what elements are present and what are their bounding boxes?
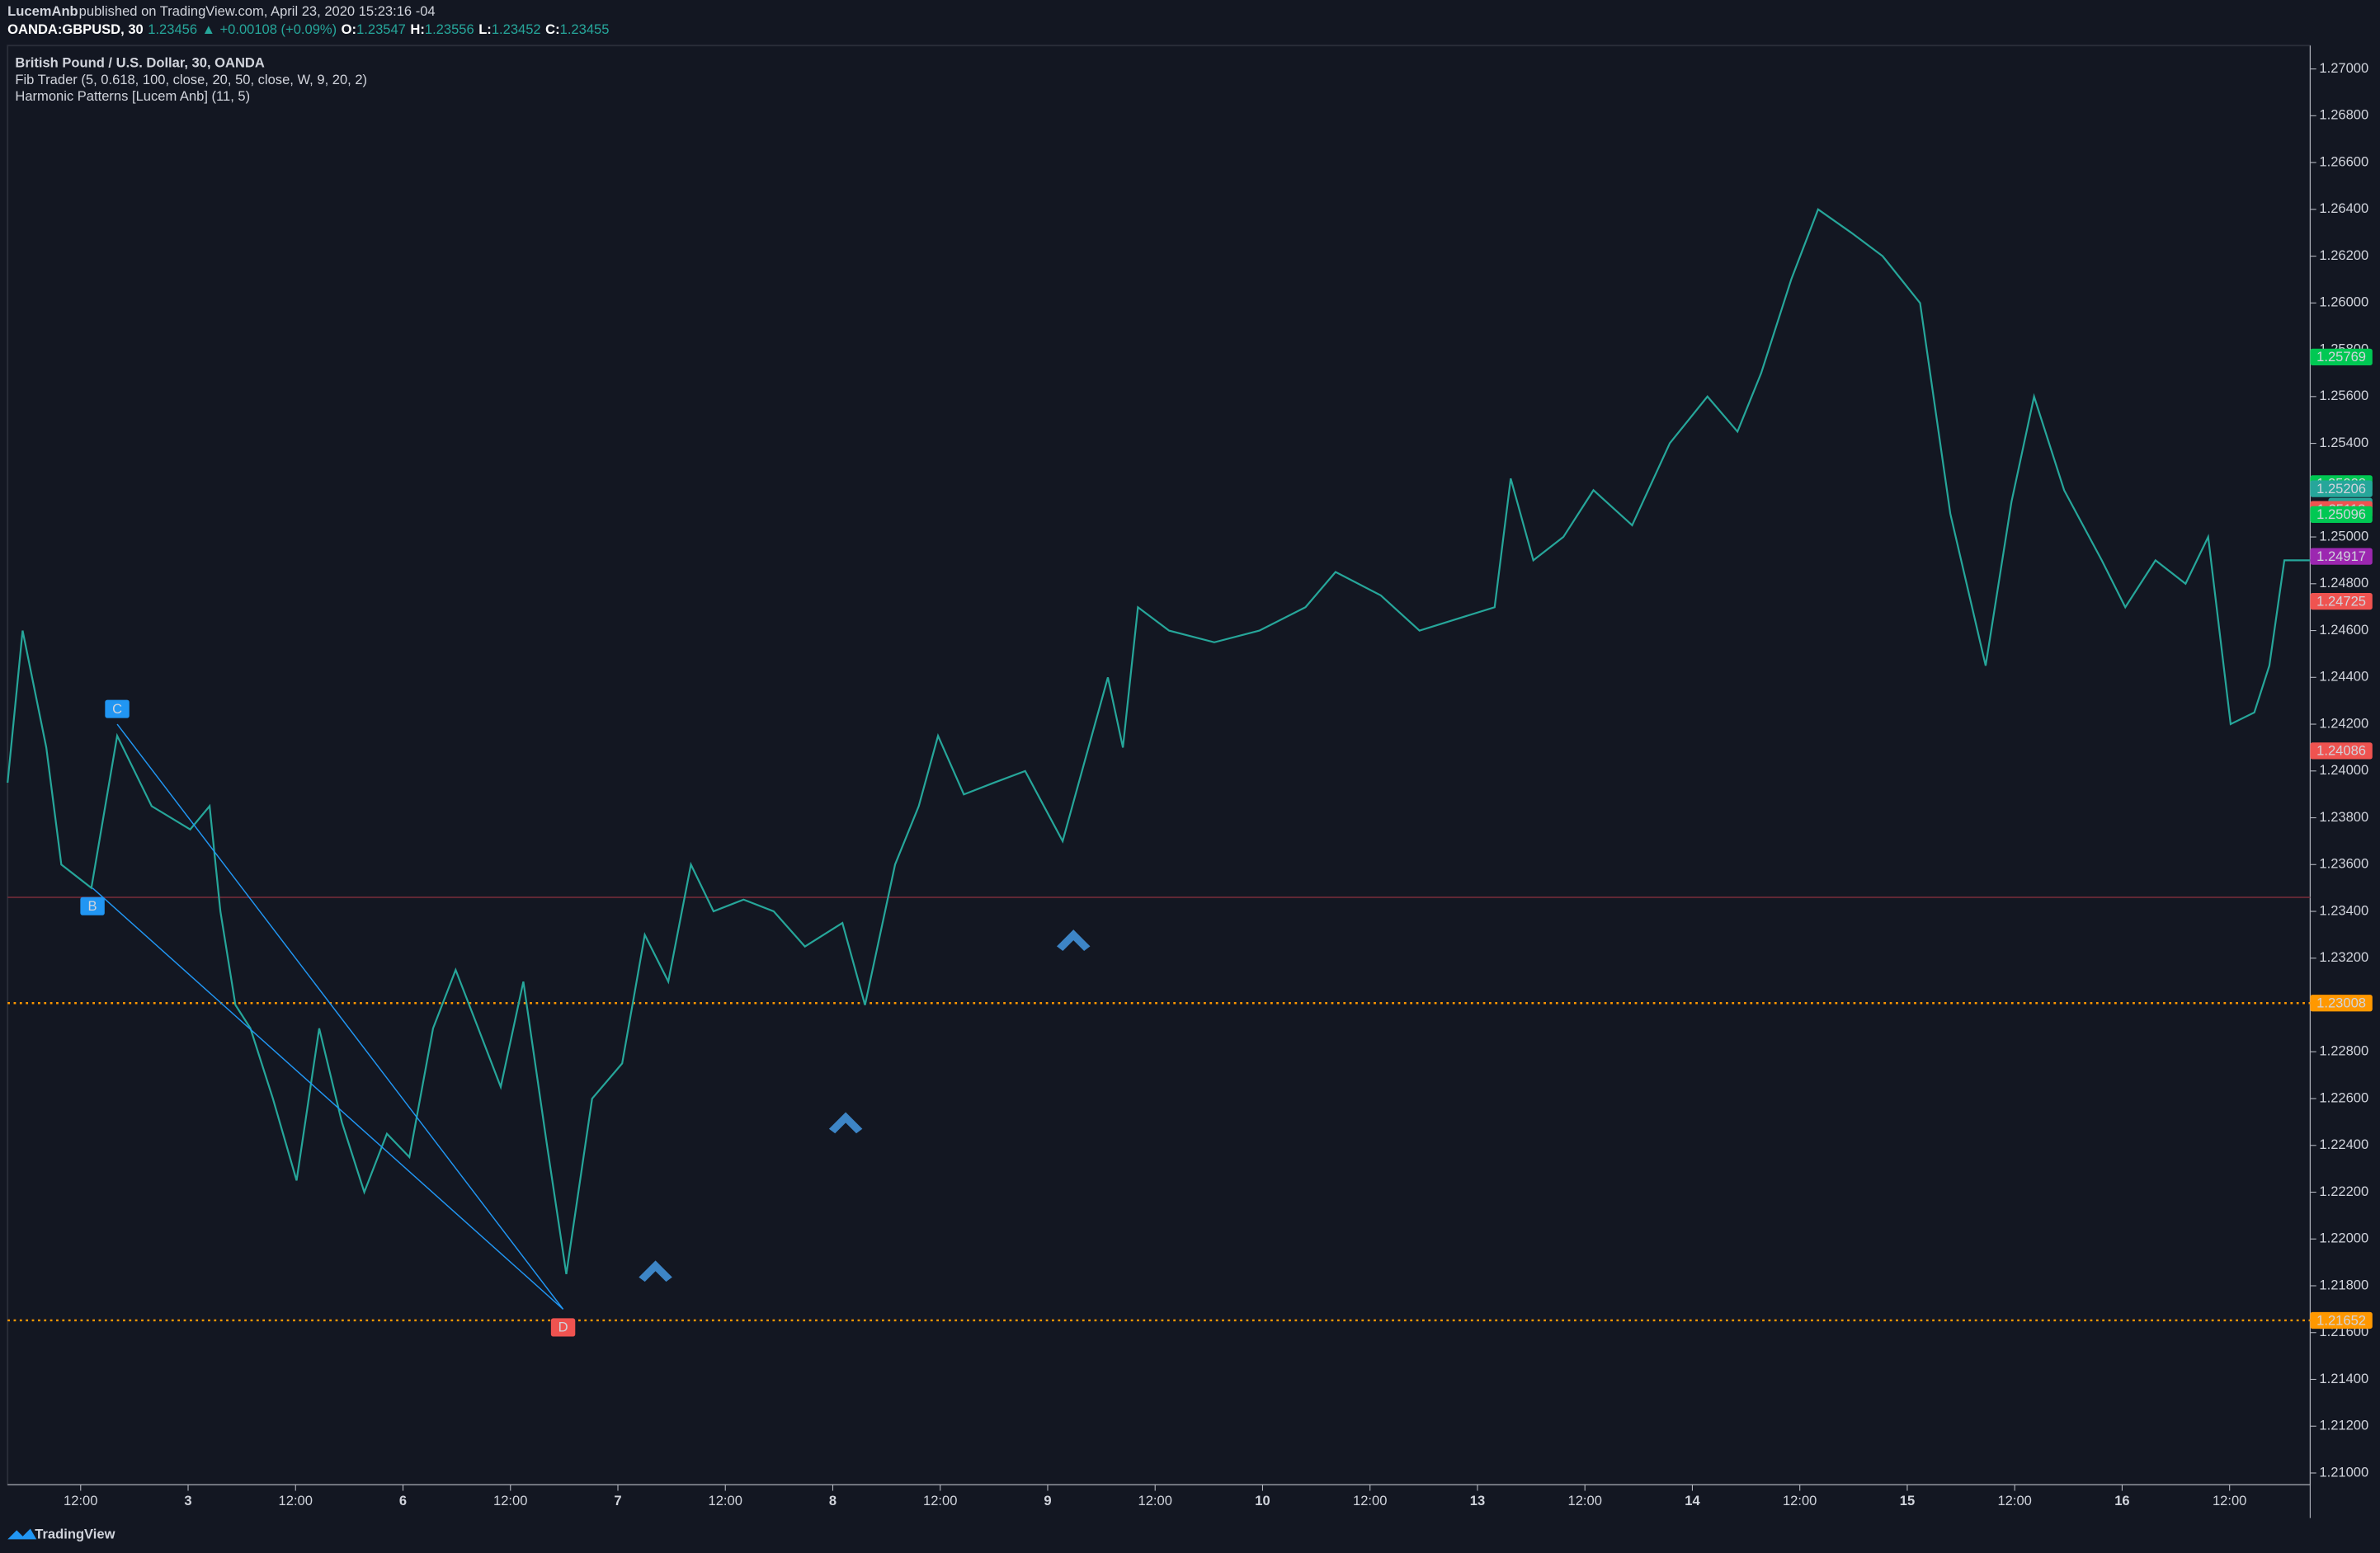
pattern-line xyxy=(116,723,564,1310)
chart-title: British Pound / U.S. Dollar, 30, OANDA xyxy=(15,55,264,71)
symbol-item: L: xyxy=(478,21,492,37)
price-label: 1.24917 xyxy=(2316,548,2366,564)
pattern-label: C xyxy=(112,701,122,717)
symbol-item: 1.23547 xyxy=(356,21,406,37)
symbol-item: ▲ xyxy=(202,21,215,37)
pattern-marker xyxy=(105,699,130,718)
x-tick-label: 13 xyxy=(1470,1493,1485,1508)
price-label-box xyxy=(2310,348,2373,365)
y-tick-label: 1.24400 xyxy=(2319,669,2368,685)
x-tick-label: 12:00 xyxy=(923,1493,957,1508)
y-tick-label: 1.26000 xyxy=(2319,294,2368,310)
symbol-item: O: xyxy=(342,21,356,37)
price-label-box xyxy=(2310,592,2373,610)
x-tick-label: 10 xyxy=(1255,1493,1270,1508)
x-tick-label: 12:00 xyxy=(1567,1493,1601,1508)
price-line xyxy=(7,208,2311,1275)
y-tick-label: 1.26800 xyxy=(2319,107,2368,123)
x-tick-label: 12:00 xyxy=(1138,1493,1172,1508)
x-tick-label: 12:00 xyxy=(1783,1493,1817,1508)
logo xyxy=(7,1528,37,1540)
x-tick-label: 12:00 xyxy=(279,1493,313,1508)
y-tick-label: 1.21800 xyxy=(2319,1277,2368,1292)
y-tick-label: 1.23600 xyxy=(2319,856,2368,872)
y-tick-label: 1.26400 xyxy=(2319,200,2368,216)
indicator: Fib Trader (5, 0.618, 100, close, 20, 50… xyxy=(15,72,367,87)
pattern-marker xyxy=(550,1318,576,1337)
price-label: 1.25096 xyxy=(2316,506,2366,522)
y-tick-label: 1.21400 xyxy=(2319,1371,2368,1386)
x-tick-label: 12:00 xyxy=(709,1493,742,1508)
y-tick-label: 1.21200 xyxy=(2319,1418,2368,1433)
signal-arrow xyxy=(639,1260,672,1282)
x-tick-label: 6 xyxy=(399,1493,407,1508)
y-tick-label: 1.23200 xyxy=(2319,949,2368,965)
price-label-box xyxy=(2310,995,2373,1012)
symbol-item: H: xyxy=(410,21,424,37)
y-tick-label: 1.25000 xyxy=(2319,528,2368,544)
footer: TradingView xyxy=(35,1526,115,1541)
y-tick-label: 1.24800 xyxy=(2319,575,2368,591)
x-tick-label: 8 xyxy=(829,1493,837,1508)
y-tick-label: 1.22800 xyxy=(2319,1043,2368,1059)
symbol-item: 1.23456 xyxy=(148,21,197,37)
symbol-item: 1.23452 xyxy=(492,21,541,37)
pattern-line xyxy=(92,887,564,1310)
symbol-item: 1.23556 xyxy=(425,21,474,37)
price-label-box xyxy=(2310,480,2373,497)
y-tick-label: 1.21000 xyxy=(2319,1464,2368,1480)
y-tick-label: 1.24000 xyxy=(2319,762,2368,778)
y-tick-label: 1.22000 xyxy=(2319,1231,2368,1246)
price-label-box xyxy=(2310,506,2373,523)
symbol-line: OANDA:GBPUSD, 30 1.23456 ▲ +0.00108 (+0.09%… xyxy=(7,21,609,37)
price-label: 1.24086 xyxy=(2316,743,2366,759)
y-tick-label: 1.22400 xyxy=(2319,1137,2368,1152)
symbol-item: C: xyxy=(545,21,559,37)
symbol-item: 1.23455 xyxy=(560,21,610,37)
price-label: 1.25769 xyxy=(2316,349,2366,365)
x-tick-label: 16 xyxy=(2114,1493,2129,1508)
pattern-marker xyxy=(80,897,105,915)
y-tick-label: 1.22600 xyxy=(2319,1089,2368,1105)
symbol-item: +0.00108 (+0.09%) xyxy=(220,21,337,37)
indicator: Harmonic Patterns [Lucem Anb] (11, 5) xyxy=(15,88,250,104)
price-label: 1.21652 xyxy=(2316,1312,2366,1328)
y-tick-label: 1.27000 xyxy=(2319,60,2368,76)
x-tick-label: 3 xyxy=(184,1493,191,1508)
x-tick-label: 12:00 xyxy=(1353,1493,1387,1508)
pattern-label: B xyxy=(88,898,97,914)
pattern-label: D xyxy=(558,1320,568,1335)
author: LucemAnb xyxy=(7,3,78,19)
price-label: 1.25206 xyxy=(2316,481,2366,496)
x-tick-label: 12:00 xyxy=(1997,1493,2031,1508)
price-label: 1.23008 xyxy=(2316,995,2366,1011)
y-tick-label: 1.26200 xyxy=(2319,247,2368,263)
price-label-box xyxy=(2310,742,2373,760)
symbol-item: OANDA:GBPUSD, 30 xyxy=(7,21,144,37)
y-tick-label: 1.25400 xyxy=(2319,435,2368,450)
y-tick-label: 1.25600 xyxy=(2319,388,2368,403)
y-tick-label: 1.23400 xyxy=(2319,902,2368,918)
x-tick-label: 12:00 xyxy=(493,1493,527,1508)
signal-arrow xyxy=(1056,929,1091,951)
signal-arrow xyxy=(828,1112,863,1134)
x-tick-label: 12:00 xyxy=(64,1493,97,1508)
x-tick-label: 14 xyxy=(1685,1493,1700,1508)
y-tick-label: 1.23800 xyxy=(2319,809,2368,825)
price-label-box xyxy=(2310,1311,2373,1329)
x-tick-label: 12:00 xyxy=(2213,1493,2246,1508)
y-tick-label: 1.22200 xyxy=(2319,1184,2368,1199)
published: published on TradingView.com, April 23, … xyxy=(79,3,436,19)
price-label: 1.24725 xyxy=(2316,593,2366,609)
y-tick-label: 1.24200 xyxy=(2319,715,2368,731)
x-tick-label: 9 xyxy=(1044,1493,1051,1508)
y-tick-label: 1.26600 xyxy=(2319,153,2368,169)
y-tick-label: 1.24600 xyxy=(2319,622,2368,638)
price-label-box xyxy=(2310,548,2373,565)
x-tick-label: 7 xyxy=(614,1493,621,1508)
x-tick-label: 15 xyxy=(1900,1493,1915,1508)
